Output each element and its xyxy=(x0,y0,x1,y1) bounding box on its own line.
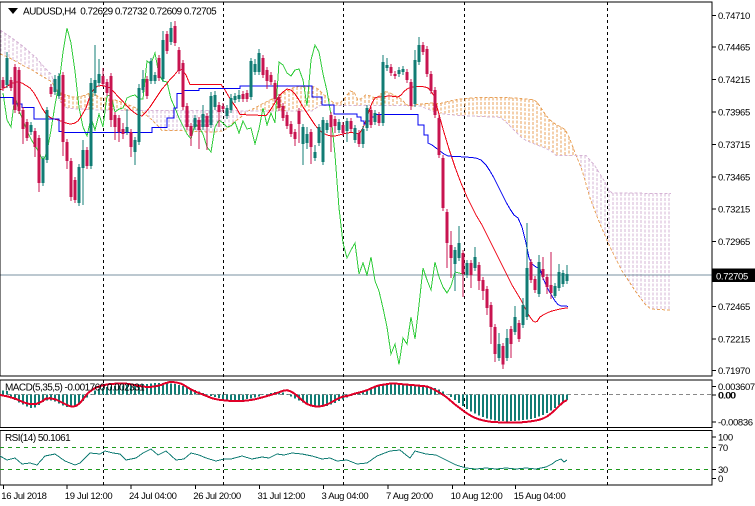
svg-text:0.74215: 0.74215 xyxy=(718,75,750,86)
svg-text:0.72465: 0.72465 xyxy=(718,302,750,313)
svg-text:0.73715: 0.73715 xyxy=(718,140,750,151)
svg-text:7 Aug 20:00: 7 Aug 20:00 xyxy=(386,491,433,502)
svg-text:0.71970: 0.71970 xyxy=(718,366,750,377)
svg-text:70: 70 xyxy=(718,443,728,454)
svg-text:0.73965: 0.73965 xyxy=(718,108,750,119)
svg-text:15 Aug 04:00: 15 Aug 04:00 xyxy=(514,491,566,502)
svg-text:0: 0 xyxy=(718,474,723,485)
svg-text:0.72705: 0.72705 xyxy=(716,272,748,283)
svg-text:0.00: 0.00 xyxy=(718,390,735,401)
svg-text:MACD(5,35,5) -0.001760 0.00233: MACD(5,35,5) -0.001760 0.002331 xyxy=(5,383,145,394)
svg-text:19 Jul 12:00: 19 Jul 12:00 xyxy=(65,491,113,502)
svg-text:0.72965: 0.72965 xyxy=(718,237,750,248)
svg-text:31 Jul 12:00: 31 Jul 12:00 xyxy=(258,491,306,502)
svg-text:10 Aug 12:00: 10 Aug 12:00 xyxy=(451,491,503,502)
svg-text:0.72215: 0.72215 xyxy=(718,334,750,345)
svg-text:0.003607: 0.003607 xyxy=(718,382,755,393)
svg-text:0.74465: 0.74465 xyxy=(718,43,750,54)
svg-text:3 Aug 04:00: 3 Aug 04:00 xyxy=(322,491,369,502)
svg-text:0.74710: 0.74710 xyxy=(718,11,750,22)
svg-text:24 Jul 04:00: 24 Jul 04:00 xyxy=(129,491,177,502)
svg-text:0.00: 0.00 xyxy=(719,390,736,401)
svg-text:26 Jul 20:00: 26 Jul 20:00 xyxy=(193,491,241,502)
svg-text:16 Jul 2018: 16 Jul 2018 xyxy=(1,491,46,502)
svg-text:-0.00836: -0.00836 xyxy=(718,417,753,428)
svg-text:RSI(14) 50.1061: RSI(14) 50.1061 xyxy=(5,433,71,444)
svg-text:100: 100 xyxy=(718,433,733,444)
svg-text:0.73215: 0.73215 xyxy=(718,205,750,216)
svg-text:AUDUSD,H4 0.72629 0.72732 0.7: AUDUSD,H4 0.72629 0.72732 0.72609 0.7270… xyxy=(23,7,217,18)
svg-text:0.73465: 0.73465 xyxy=(718,172,750,183)
svg-text:30: 30 xyxy=(718,465,728,476)
